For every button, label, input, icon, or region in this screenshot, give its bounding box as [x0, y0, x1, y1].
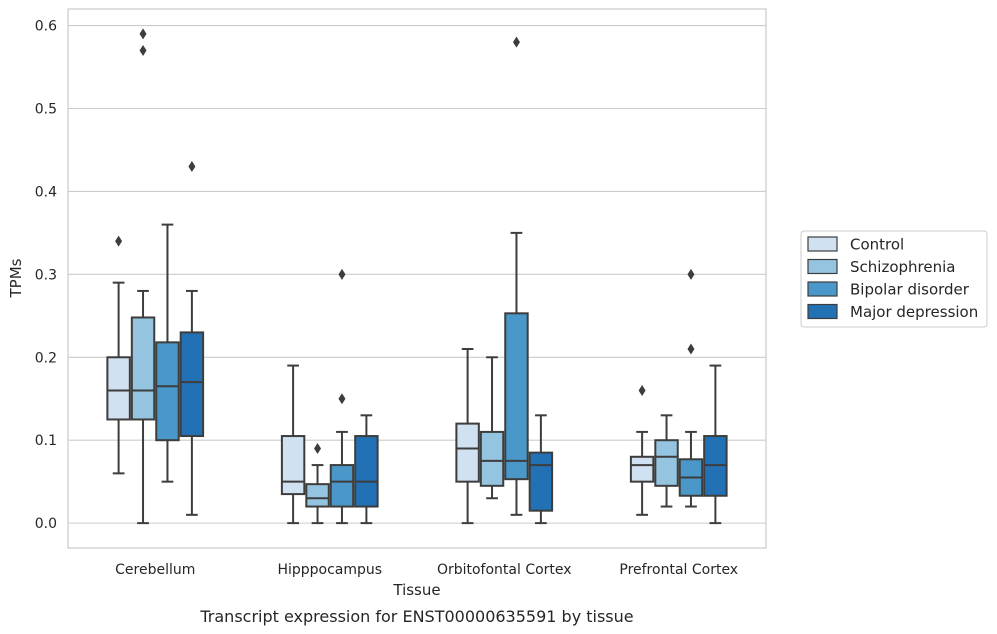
y-tick-label: 0.3 [35, 267, 57, 283]
iqr-box [305, 483, 330, 508]
y-tick-label: 0.4 [35, 184, 57, 200]
outlier-point [314, 442, 322, 454]
legend-swatch [807, 258, 838, 275]
y-tick-label: 0.5 [35, 102, 57, 118]
box-major-depression [703, 364, 728, 525]
legend-swatch [807, 236, 838, 252]
y-tick-label: 0.6 [35, 19, 57, 35]
box-major-depression [354, 414, 379, 525]
iqr-box [329, 464, 355, 508]
iqr-box [629, 455, 655, 483]
figure-caption: Transcript expression for ENST0000063559… [199, 607, 633, 626]
iqr-box [179, 331, 205, 438]
box-groups [106, 28, 728, 525]
legend-label: Major depression [850, 303, 978, 321]
iqr-box [479, 430, 505, 487]
x-tick-label: Hipppocampus [277, 562, 382, 578]
legend-label: Bipolar disorder [850, 281, 970, 299]
box-bipolar-disorder [155, 223, 180, 483]
iqr-box [155, 341, 180, 442]
outlier-point [687, 268, 695, 280]
box-schizophrenia [654, 414, 679, 508]
iqr-box [280, 435, 306, 496]
x-tick-label: Cerebellum [115, 562, 195, 578]
legend-swatch [807, 281, 838, 297]
plot-frame [67, 8, 767, 549]
box-control [106, 235, 131, 475]
legend-label: Schizophrenia [850, 258, 955, 276]
box-control [280, 364, 306, 525]
outlier-point [338, 393, 346, 405]
box-bipolar-disorder [504, 36, 529, 516]
box-control [629, 384, 655, 516]
legend-swatch [807, 303, 838, 320]
outlier-point [139, 44, 147, 56]
y-tick-label: 0.2 [35, 350, 57, 366]
x-tick-labels: Cerebellum Hipppocampus Orbitofontal Corte… [115, 562, 738, 578]
iqr-box [528, 451, 554, 512]
outlier-point [188, 161, 196, 173]
iqr-box [455, 422, 480, 483]
box-schizophrenia [479, 356, 505, 500]
legend-label: Control [850, 236, 904, 254]
y-tick-label: 0.1 [35, 433, 57, 449]
iqr-box [354, 435, 379, 508]
box-schizophrenia [305, 442, 330, 525]
legend: Control Schizophrenia Bipolar disorder Majo… [800, 230, 988, 328]
x-tick-label: Prefrontal Cortex [619, 562, 738, 578]
x-axis-label: Tissue [392, 581, 440, 599]
outlier-point [512, 36, 520, 48]
iqr-box [130, 316, 156, 421]
outlier-point [638, 384, 646, 396]
y-tick-label: 0.0 [35, 516, 57, 532]
box-major-depression [179, 161, 205, 516]
iqr-box [504, 312, 529, 481]
outlier-point [115, 235, 123, 247]
outlier-point [338, 268, 346, 280]
y-tick-labels: 0.0 0.1 0.2 0.3 0.4 0.5 0.6 [35, 19, 57, 533]
box-major-depression [528, 414, 554, 525]
outlier-point [139, 28, 147, 40]
legend-frame [800, 230, 988, 328]
outlier-point [687, 343, 695, 355]
box-control [455, 347, 480, 525]
x-tick-label: Orbitofontal Cortex [437, 562, 572, 578]
y-axis-label: TPMs [7, 258, 25, 298]
iqr-box [654, 439, 679, 487]
box-schizophrenia [130, 28, 156, 525]
box-bipolar-disorder [329, 268, 355, 525]
iqr-box [106, 356, 131, 421]
box-bipolar-disorder [678, 268, 704, 508]
